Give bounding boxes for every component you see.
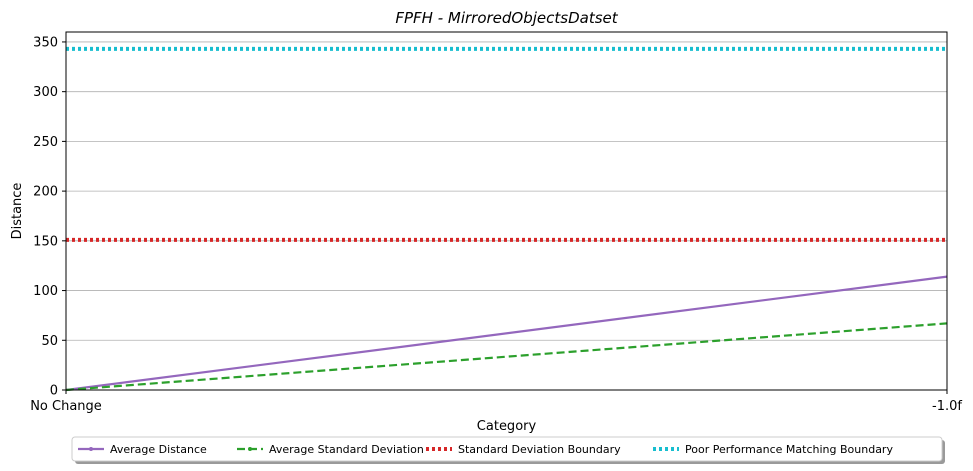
y-tick-label: 200	[33, 185, 58, 200]
legend-marker	[248, 447, 252, 451]
chart-title: FPFH - MirroredObjectsDatset	[395, 9, 618, 27]
series-lines	[65, 46, 948, 392]
x-axis: No Change -1.0f	[30, 390, 962, 414]
y-tick-label: 0	[50, 384, 58, 399]
y-tick-label: 300	[33, 85, 58, 100]
series-line	[65, 322, 948, 392]
legend-marker	[89, 447, 93, 451]
legend-label: Average Distance	[110, 443, 207, 456]
plot-frame	[65, 31, 948, 391]
grid-lines	[66, 41, 947, 391]
y-tick-label: 50	[41, 334, 58, 349]
legend-label: Average Standard Deviation	[269, 443, 424, 456]
y-tick-label: 150	[33, 234, 58, 249]
legend-label: Poor Performance Matching Boundary	[685, 443, 893, 456]
y-axis: 0 50 100 150 200 250 300 350	[33, 35, 66, 399]
y-tick-label: 100	[33, 284, 58, 299]
legend-box	[71, 436, 943, 462]
y-axis-label: Distance	[10, 183, 25, 240]
series-line	[65, 275, 948, 392]
x-tick-label: -1.0f	[932, 399, 962, 414]
x-axis-label: Category	[477, 419, 537, 434]
legend: Average Distance Average Standard Deviati…	[71, 436, 945, 464]
legend-label: Standard Deviation Boundary	[458, 443, 621, 456]
y-tick-label: 350	[33, 35, 58, 50]
x-tick-label: No Change	[30, 399, 102, 414]
y-tick-label: 250	[33, 135, 58, 150]
